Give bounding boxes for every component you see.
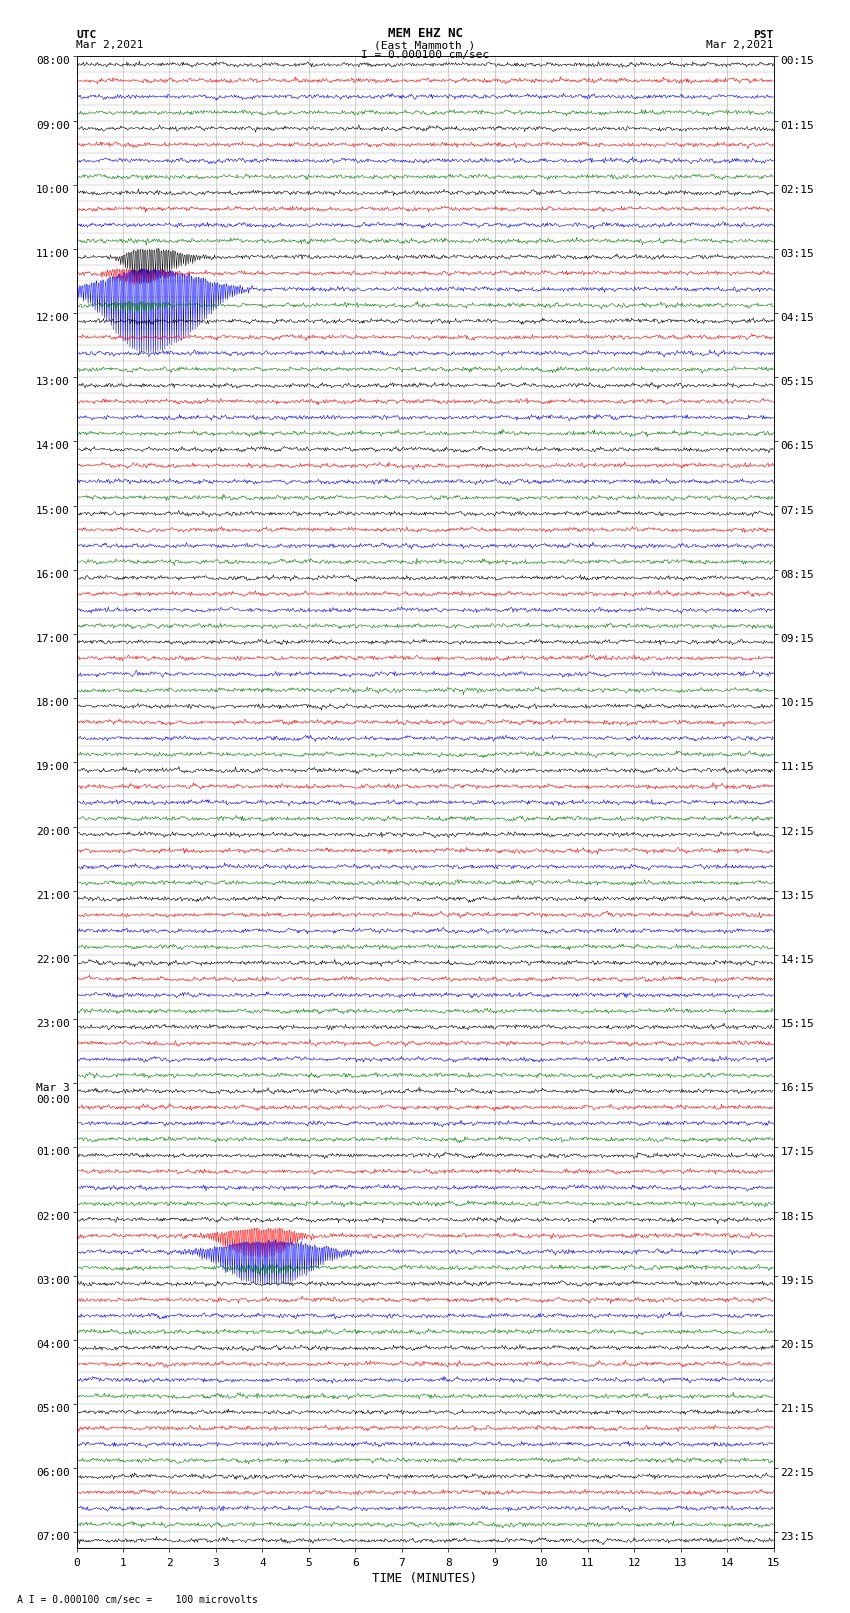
Text: MEM EHZ NC: MEM EHZ NC [388, 27, 462, 40]
Text: (East Mammoth ): (East Mammoth ) [374, 40, 476, 50]
Text: PST: PST [753, 31, 774, 40]
Text: I = 0.000100 cm/sec: I = 0.000100 cm/sec [361, 50, 489, 60]
Text: A I = 0.000100 cm/sec =    100 microvolts: A I = 0.000100 cm/sec = 100 microvolts [17, 1595, 258, 1605]
Text: Mar 2,2021: Mar 2,2021 [706, 40, 774, 50]
X-axis label: TIME (MINUTES): TIME (MINUTES) [372, 1571, 478, 1584]
Text: Mar 2,2021: Mar 2,2021 [76, 40, 144, 50]
Text: UTC: UTC [76, 31, 97, 40]
